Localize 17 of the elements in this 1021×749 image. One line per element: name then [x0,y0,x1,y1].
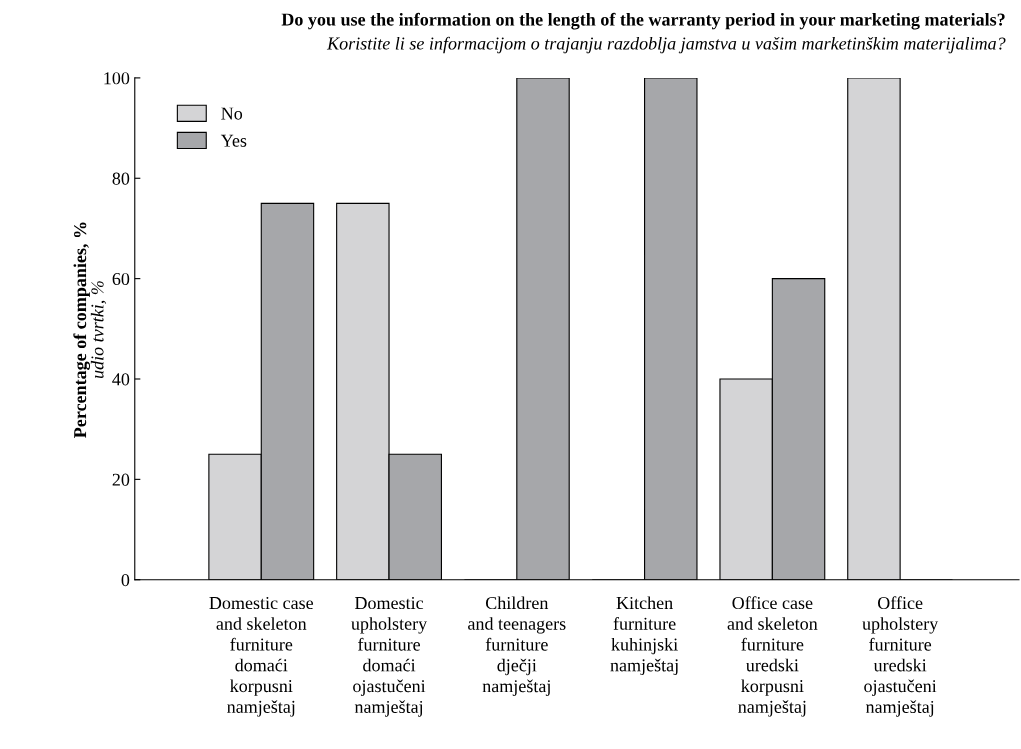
x-tick-label: Domestic upholstery furniture domaći ojastučeni namještaj [351,596,428,717]
y-tick-label: 80 [112,172,130,185]
x-tick-label: Children and teenagers furniture dječji namještaj [468,596,566,696]
chart-title: Do you use the information on the length of the warranty period in your marketing materials? [281,12,1005,30]
x-tick-label: Office case and skeleton furniture uredski korpusni namještaj [727,596,818,717]
x-tick-label: Office upholstery furniture uredski ojastučeni namještaj [862,596,939,717]
x-tick-label: Domestic case and skeleton furniture domaći korpusni namještaj [209,596,314,717]
chart-subtitle: Koristite li se informacijom o trajanju razdoblja jamstva u vašim marketinškim materijalima? [326,36,1006,54]
y-tick-label: 40 [112,373,130,386]
y-axis-title: Percentage of companies, % udio tvrtki, % [73,222,107,438]
y-tick-label: 60 [112,272,130,286]
y-tick-label: 100 [104,72,130,85]
y-tick-label: 20 [112,473,130,486]
y-tick-label: 0 [121,573,130,587]
x-tick-label: Kitchen furniture kuhinjski namještaj [610,596,678,676]
legend-label: No [221,107,243,120]
legend-label: Yes [220,134,247,147]
